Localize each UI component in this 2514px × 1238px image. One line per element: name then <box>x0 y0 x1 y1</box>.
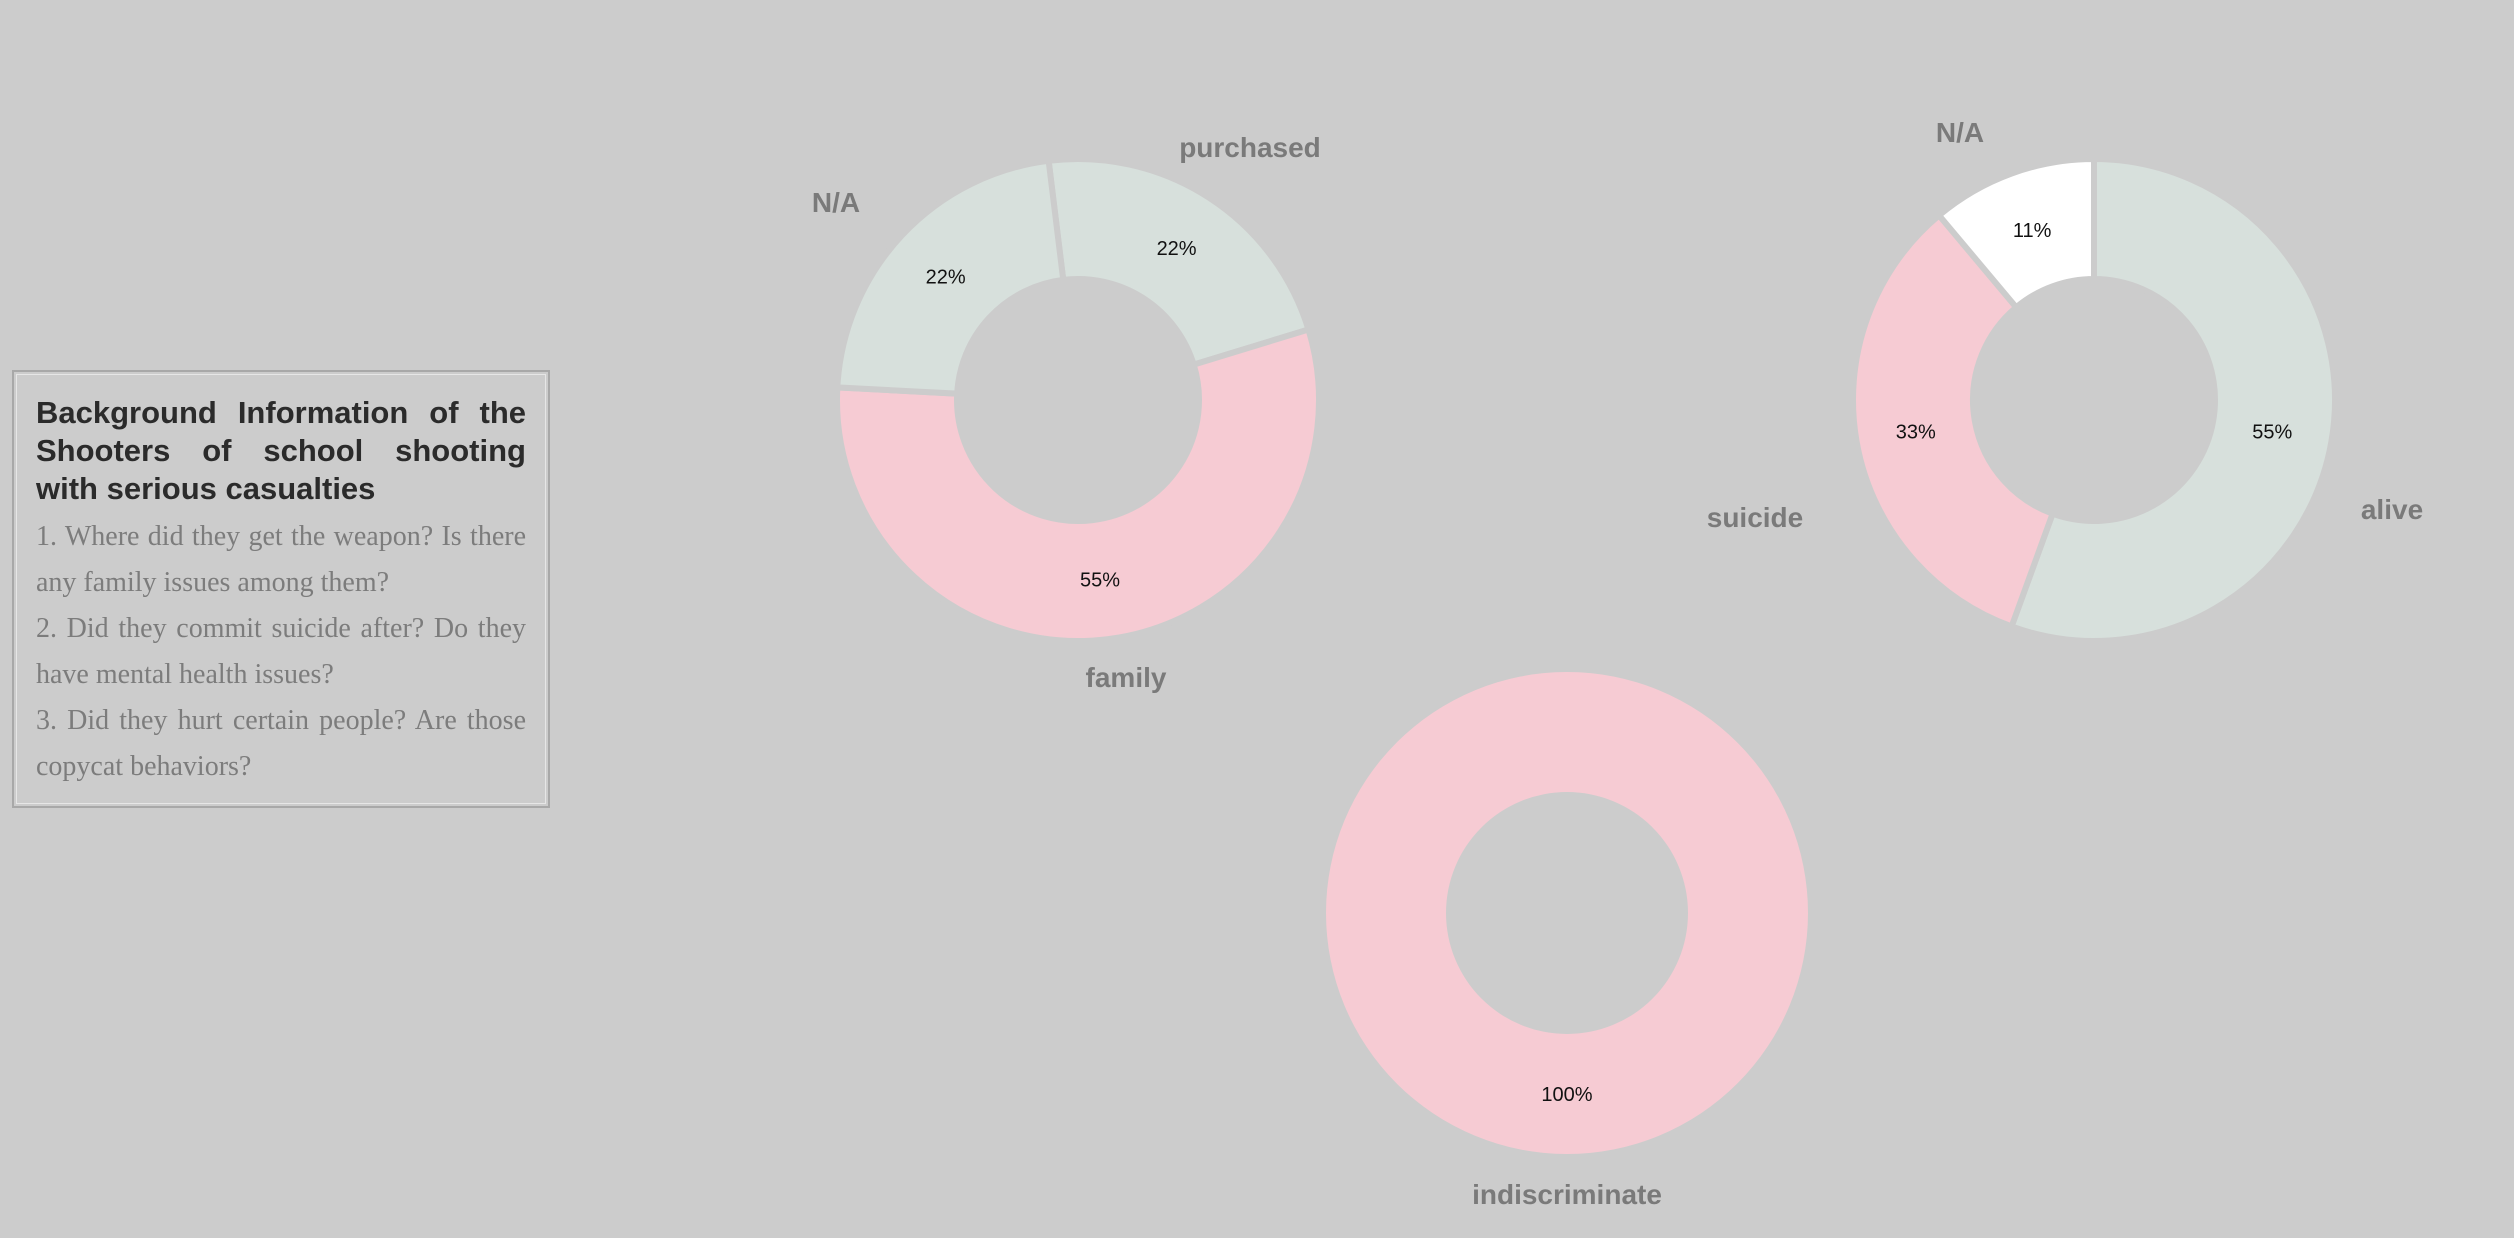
slice-category-label: N/A <box>812 187 860 218</box>
slice-percent-label: 33% <box>1896 421 1936 443</box>
info-question-2: 2. Did they commit suicide after? Do the… <box>36 613 526 690</box>
slice-percent-label: 22% <box>1157 238 1197 260</box>
donut-chart-3: 100% indiscriminate <box>1326 672 1808 1210</box>
donut-chart-2: 55% alive 33% suicide 11% N/A <box>1707 117 2423 644</box>
donut-chart-1: 22% purchased 55% family 22% N/A <box>812 132 1322 693</box>
slice-category-label: suicide <box>1707 502 1803 533</box>
donut-slice-purchased <box>1045 156 1313 369</box>
slice-category-label: family <box>1086 662 1167 693</box>
slice-category-label: indiscriminate <box>1472 1179 1662 1210</box>
slice-percent-label: 11% <box>2013 220 2052 242</box>
donut-slice-alive <box>2007 155 2338 644</box>
slice-category-label: N/A <box>1936 117 1984 148</box>
info-title: Background Information of the Shooters o… <box>36 395 526 506</box>
donut-slice-suicide <box>1850 211 2057 631</box>
donut-slice-indiscriminate <box>1326 672 1808 1154</box>
info-question-1: 1. Where did they get the weapon? Is the… <box>36 521 526 598</box>
slice-category-label: alive <box>2361 494 2423 525</box>
slice-percent-label: 22% <box>926 267 966 289</box>
donut-slice-n-a <box>834 157 1067 397</box>
donut-slice-family <box>834 325 1322 644</box>
slice-percent-label: 100% <box>1541 1084 1592 1106</box>
slice-percent-label: 55% <box>1080 570 1120 592</box>
info-box: Background Information of the Shooters o… <box>12 370 550 808</box>
slice-percent-label: 55% <box>2252 421 2292 443</box>
info-question-3: 3. Did they hurt certain people? Are tho… <box>36 705 526 782</box>
slice-category-label: purchased <box>1179 132 1321 163</box>
donut-slice-n-a <box>1934 155 2097 312</box>
